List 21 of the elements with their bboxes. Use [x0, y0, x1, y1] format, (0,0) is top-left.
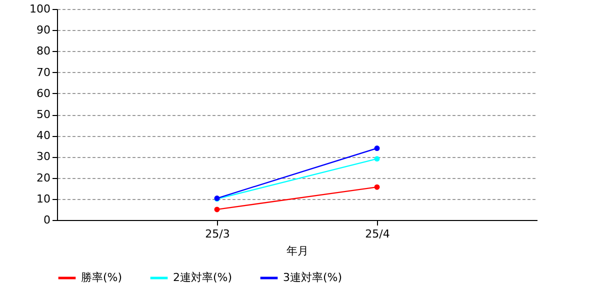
y-tick-label: 90 — [36, 24, 50, 37]
y-tick-label: 80 — [36, 44, 50, 58]
y-tick-label: 60 — [36, 86, 50, 100]
x-tick-label: 25/3 — [205, 228, 230, 240]
legend-label: 勝率(%) — [81, 271, 122, 284]
legend-label: 2連対率(%) — [173, 271, 232, 284]
point — [374, 184, 380, 190]
point — [374, 146, 380, 151]
y-tick-label: 20 — [36, 171, 50, 184]
y-tick-label: 70 — [36, 66, 50, 79]
y-tick-label: 50 — [36, 108, 50, 121]
x-axis-title: 年月 — [286, 244, 308, 258]
y-tick-label: 10 — [36, 192, 50, 206]
x-tick-label: 25/4 — [365, 228, 390, 240]
y-tick-label: 40 — [36, 129, 50, 142]
y-tick-label: 100 — [30, 2, 50, 16]
point — [374, 156, 380, 162]
y-tick-label: 0 — [44, 214, 50, 226]
y-tick-label: 30 — [36, 150, 50, 164]
point — [214, 206, 220, 212]
legend-label: 3連対率(%) — [283, 271, 342, 284]
